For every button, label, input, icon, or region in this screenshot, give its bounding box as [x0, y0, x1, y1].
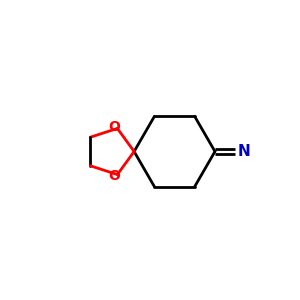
Text: O: O [108, 120, 120, 134]
Text: N: N [238, 144, 250, 159]
Text: O: O [108, 169, 120, 183]
